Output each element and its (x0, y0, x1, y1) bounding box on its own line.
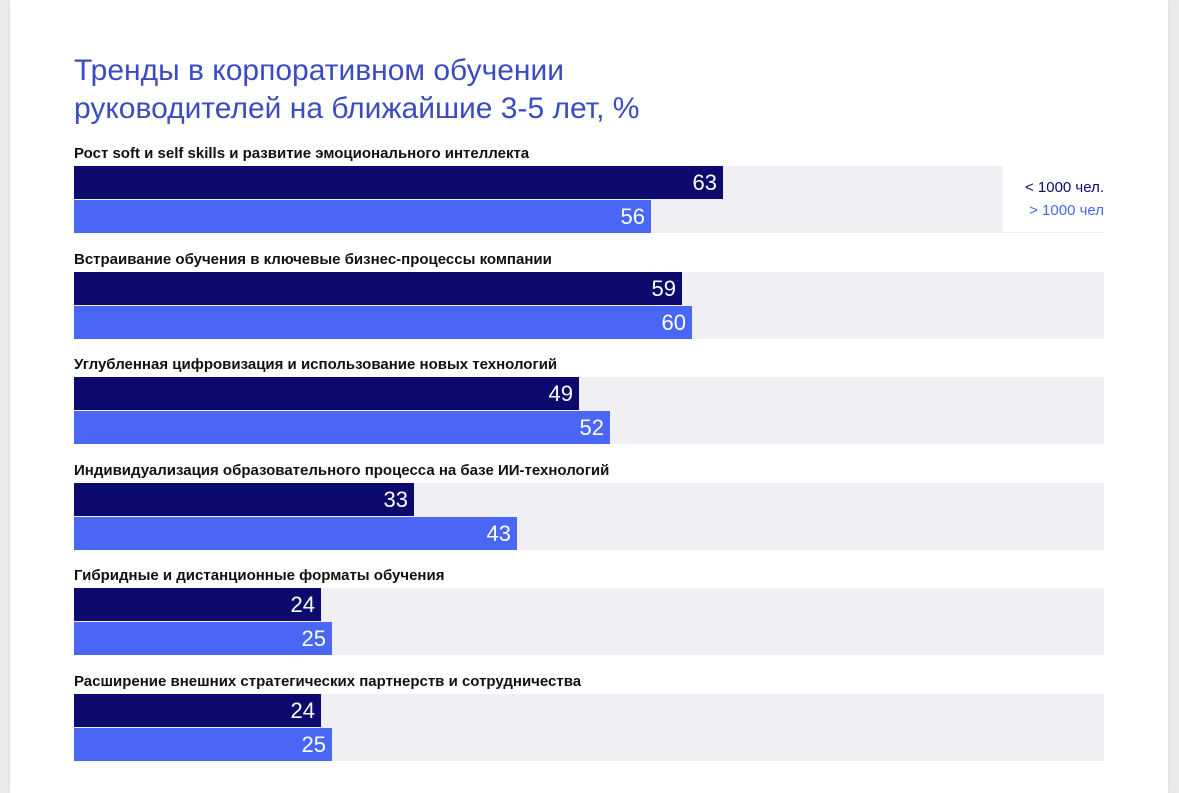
bar-small-companies (74, 272, 682, 305)
legend: < 1000 чел. > 1000 чел (1003, 165, 1104, 232)
legend-item-large-companies: > 1000 чел (1029, 202, 1104, 219)
bar-value-label: 60 (661, 310, 686, 335)
bar-value-label: 43 (486, 521, 511, 546)
bar-value-label: 63 (692, 170, 717, 195)
bar-large-companies (74, 200, 651, 233)
bar-value-label: 49 (548, 381, 573, 406)
category-label: Расширение внешних стратегических партне… (74, 673, 582, 690)
bar-value-label: 33 (383, 487, 408, 512)
bar-value-label: 56 (620, 204, 645, 229)
category-label: Углубленная цифровизация и использование… (74, 356, 558, 373)
bar-value-label: 25 (301, 626, 326, 651)
bar-small-companies (74, 483, 414, 516)
bar-value-label: 24 (290, 698, 315, 723)
bar-small-companies (74, 166, 723, 199)
chart-title-line-2: руководителей на ближайшие 3-5 лет, % (74, 92, 640, 125)
chart-title-line-1: Тренды в корпоративном обучении (74, 54, 564, 87)
legend-item-small-companies: < 1000 чел. (1024, 179, 1104, 196)
bar-value-label: 24 (290, 592, 315, 617)
bar-large-companies (74, 306, 692, 339)
category-label: Рост soft и self skills и развитие эмоци… (74, 145, 530, 162)
bar-large-companies (74, 517, 517, 550)
bar-small-companies (74, 377, 579, 410)
category-label: Индивидуализация образовательного процес… (74, 462, 610, 479)
bar-value-label: 59 (651, 276, 676, 301)
bar-large-companies (74, 622, 332, 655)
chart-title: Тренды в корпоративном обучении руководи… (74, 52, 974, 128)
bar-large-companies (74, 411, 610, 444)
bar-small-companies (74, 588, 321, 621)
bar-small-companies (74, 694, 321, 727)
category-label: Гибридные и дистанционные форматы обучен… (74, 567, 445, 584)
bar-value-label: 25 (301, 732, 326, 757)
bar-large-companies (74, 728, 332, 761)
bar-value-label: 52 (579, 415, 604, 440)
category-label: Встраивание обучения в ключевые бизнес-п… (74, 251, 552, 268)
